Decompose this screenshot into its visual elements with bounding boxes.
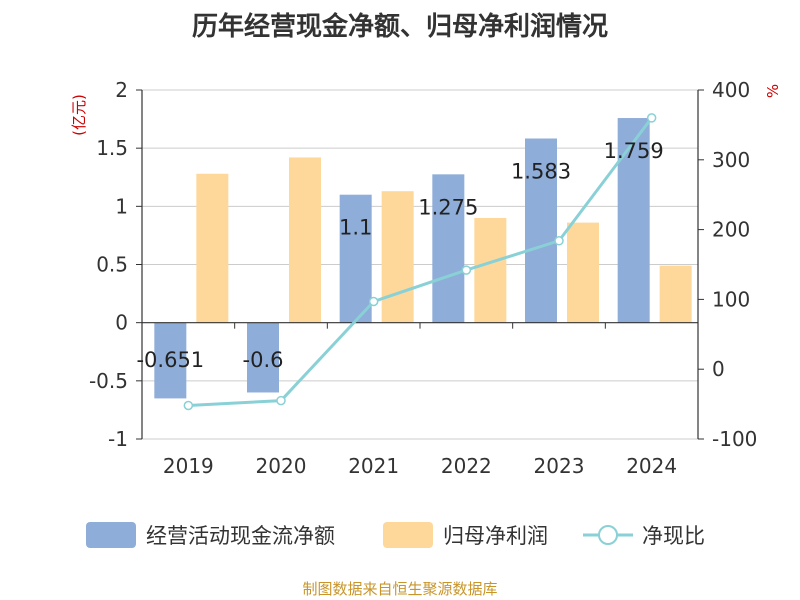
bar-data-label: 1.275 bbox=[418, 195, 478, 219]
left-tick-label: 2 bbox=[115, 78, 128, 102]
x-tick-label: 2019 bbox=[163, 454, 214, 478]
grid-lines bbox=[142, 89, 698, 440]
axes: -1 -0.5 0 0.5 1 1.5 2 -100 0 100 200 300 400 (亿元)% 201… bbox=[70, 78, 782, 478]
bar-operating-cash-flow bbox=[617, 118, 650, 323]
left-tick-label: -1 bbox=[108, 427, 128, 451]
bar-data-label: 1.1 bbox=[339, 216, 372, 240]
ratio-point bbox=[276, 395, 286, 406]
left-tick-label: 1 bbox=[115, 194, 128, 218]
ratio-point bbox=[461, 265, 472, 275]
x-tick-label: 2023 bbox=[534, 454, 585, 478]
right-tick-label: -100 bbox=[712, 427, 757, 451]
legend-marker-ratio bbox=[598, 525, 618, 545]
legend-label-net-profit: 归母净利润 bbox=[443, 524, 548, 548]
bar-data-label: 1.583 bbox=[511, 160, 571, 184]
x-tick-label: 2022 bbox=[441, 454, 492, 478]
legend-swatch-net-profit bbox=[383, 522, 433, 548]
right-tick-label: 300 bbox=[712, 148, 750, 172]
x-tick-label: 2021 bbox=[348, 454, 399, 478]
x-tick-label: 2020 bbox=[256, 454, 307, 478]
ratio-point bbox=[646, 113, 657, 123]
right-tick-label: 400 bbox=[712, 78, 750, 102]
bar-data-label: 1.759 bbox=[604, 139, 664, 163]
data-labels: -0.651 -0.6 1.1 1.275 1.583 1.759 bbox=[136, 139, 663, 372]
ratio-point bbox=[554, 236, 564, 246]
left-tick-label: -0.5 bbox=[89, 369, 128, 393]
legend-swatch-operating-cash-flow bbox=[86, 522, 136, 548]
right-tick-label: 200 bbox=[712, 218, 750, 242]
bar-operating-cash-flow bbox=[525, 138, 557, 323]
right-tick-label: 100 bbox=[712, 287, 750, 311]
right-tick-label: 0 bbox=[712, 357, 725, 381]
bar-net-profit bbox=[567, 222, 599, 323]
bar-operating-cash-flow bbox=[154, 322, 187, 399]
right-axis-unit: % bbox=[764, 84, 782, 98]
bar-net-profit bbox=[381, 191, 414, 323]
ratio-point bbox=[183, 400, 194, 411]
bar-net-profit bbox=[196, 173, 229, 323]
left-tick-label: 1.5 bbox=[96, 136, 128, 160]
bar-net-profit bbox=[474, 217, 507, 323]
x-tick-label: 2024 bbox=[626, 454, 677, 478]
data-source-note: 制图数据来自恒生聚源数据库 bbox=[302, 580, 498, 598]
ratio-line-path bbox=[188, 117, 653, 407]
legend-label-operating-cash-flow: 经营活动现金流净额 bbox=[146, 524, 335, 548]
legend-label-ratio: 净现比 bbox=[642, 524, 705, 548]
chart-title: 历年经营现金净额、归母净利润情况 bbox=[191, 12, 608, 42]
bar-operating-cash-flow bbox=[247, 322, 279, 393]
bar-operating-cash-flow bbox=[432, 174, 465, 323]
left-tick-label: 0 bbox=[115, 311, 128, 335]
bar-data-label: -0.6 bbox=[243, 348, 284, 372]
bars bbox=[154, 118, 692, 399]
bar-net-profit bbox=[289, 157, 321, 323]
bar-net-profit bbox=[659, 265, 692, 323]
left-axis-unit: (亿元) bbox=[70, 94, 88, 136]
bar-operating-cash-flow bbox=[339, 194, 372, 323]
legend: 经营活动现金流净额 归母净利润 净现比 bbox=[86, 522, 705, 548]
left-tick-label: 0.5 bbox=[96, 253, 128, 277]
ratio-point bbox=[368, 296, 379, 307]
ratio-line bbox=[183, 113, 657, 411]
bar-data-label: -0.651 bbox=[136, 348, 204, 372]
